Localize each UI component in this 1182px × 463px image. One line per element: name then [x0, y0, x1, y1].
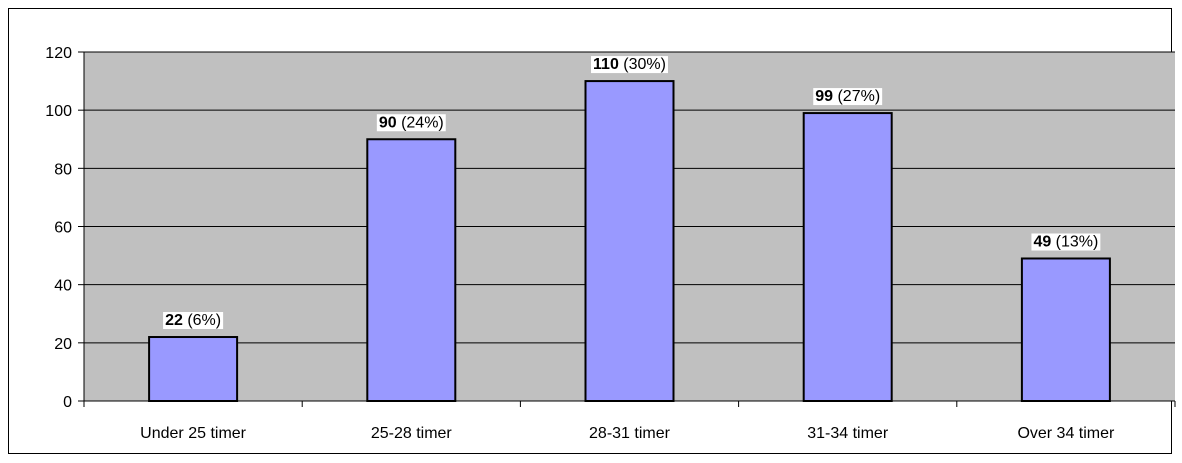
data-label: 22 (6%): [163, 312, 224, 330]
data-label: 110 (30%): [591, 56, 668, 74]
data-label-background: [1031, 233, 1101, 251]
y-tick-label: 120: [45, 45, 72, 62]
data-label-value: 110: [593, 56, 619, 73]
y-tick-label: 100: [45, 103, 72, 120]
bar: [802, 112, 893, 402]
data-label-text: 22 (6%): [165, 312, 221, 329]
data-label-value: 99: [815, 88, 833, 105]
y-tick-label: 40: [54, 278, 72, 295]
data-label: 99 (27%): [813, 88, 883, 106]
data-label-text: 49 (13%): [1033, 233, 1098, 250]
y-tick-label: 0: [63, 394, 72, 411]
x-tick-label: 25-28 timer: [371, 425, 453, 442]
x-tick-label: 28-31 timer: [589, 425, 671, 442]
axes: 0 20 40 60 80 100 120 Under 25 timer 25-28 timer…: [45, 45, 1176, 442]
y-tick-label: 20: [54, 336, 72, 353]
bar: [1020, 257, 1111, 402]
bar: [584, 80, 675, 402]
data-label-percent: (13%): [1051, 233, 1098, 250]
data-label-text: 90 (24%): [379, 114, 444, 131]
data-label-background: [376, 114, 446, 132]
bar: [366, 138, 457, 402]
x-tick-label: Over 34 timer: [1017, 425, 1115, 442]
data-label-background: [813, 88, 883, 106]
data-label: 90 (24%): [376, 114, 446, 132]
data-labels: 22 (6%) 90 (24%) 110 (30%) 99 (27%) 49 (13%): [163, 56, 1101, 330]
data-label-background: [163, 312, 224, 330]
bar: [148, 336, 239, 402]
y-tick-label: 60: [54, 220, 72, 237]
x-tick-label: 31-34 timer: [807, 425, 889, 442]
data-label-text: 110 (30%): [593, 56, 666, 73]
data-label-percent: (24%): [397, 114, 444, 131]
data-label-value: 22: [165, 312, 183, 329]
data-label: 49 (13%): [1031, 233, 1101, 251]
data-label-text: 99 (27%): [815, 88, 880, 105]
data-label-background: [591, 56, 668, 74]
data-label-value: 90: [379, 114, 397, 131]
y-tick-label: 80: [54, 161, 72, 178]
data-label-value: 49: [1033, 233, 1051, 250]
data-label-percent: (27%): [833, 88, 880, 105]
bars: [148, 80, 1111, 402]
data-label-percent: (30%): [619, 56, 666, 73]
data-label-percent: (6%): [183, 312, 221, 329]
x-tick-label: Under 25 timer: [140, 425, 246, 442]
